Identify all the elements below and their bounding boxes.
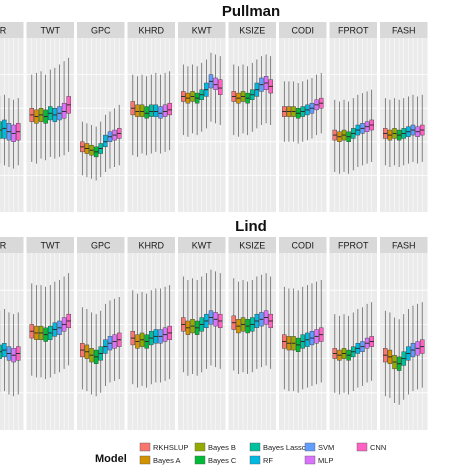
legend-swatch-rf (249, 455, 261, 465)
facet-strip (26, 22, 74, 38)
facet-strip (380, 22, 428, 38)
facet-label: GPC (91, 26, 111, 36)
facet-label: KWT (192, 26, 212, 36)
box-rf (153, 104, 159, 117)
panel-lind: Lind DR TWT GPC KHRD KWT KSIZE CODI FPROT FASH (0, 218, 428, 430)
facet-label: GPC (91, 241, 111, 251)
legend-label: MLP (318, 456, 333, 465)
box-rf (2, 119, 7, 139)
facet-strip (329, 22, 377, 38)
legend-label: CNN (370, 443, 386, 452)
legend-title: Model (95, 453, 127, 465)
legend-label: Bayes A (153, 456, 181, 465)
legend-label: Bayes B (208, 443, 236, 452)
facet-kwt: KWT (178, 237, 226, 430)
facet-dr: DR (0, 22, 24, 212)
legend-label: Bayes C (208, 456, 237, 465)
legend-swatch-bayes-b (194, 442, 206, 452)
legend-swatch-mlp (304, 455, 316, 465)
facet-label: KHRD (138, 241, 164, 251)
legend-swatch-cnn (356, 442, 368, 452)
facet-strip (228, 237, 276, 253)
legend-swatch-bayes-a (139, 455, 151, 465)
facet-label: CODI (292, 241, 315, 251)
facet-strip (0, 22, 24, 38)
facet-dr: DR (0, 237, 24, 430)
facet-fash: FASH (380, 22, 428, 212)
facet-codi: CODI (279, 237, 327, 430)
facet-gpc: GPC (77, 237, 125, 430)
box-cnn (167, 102, 172, 116)
facet-label: DR (0, 241, 7, 251)
facet-strip (77, 237, 125, 253)
facet-strip (77, 22, 125, 38)
panel-pullman: Pullman DR TWT GPC KHRD KWT KSIZE CODI FPROT FASH (0, 3, 428, 212)
box-bayes-c (144, 106, 149, 119)
facet-label: FPROT (338, 26, 369, 36)
box-bayes-a (135, 104, 140, 117)
facet-strip (0, 237, 24, 253)
facet-fprot: FPROT (329, 237, 377, 430)
facet-label: KHRD (138, 26, 164, 36)
legend-label: RKHSLUP (153, 443, 188, 452)
panel-title: Pullman (222, 3, 280, 20)
facet-label: KSIZE (239, 26, 265, 36)
box-bayes-lasso (149, 104, 154, 117)
box-mlp (213, 77, 218, 90)
facet-gpc: GPC (77, 22, 125, 212)
facet-label: CODI (292, 26, 315, 36)
facet-ksize: KSIZE (228, 237, 276, 430)
legend-swatch-rkhslup (139, 442, 151, 452)
facet-strip (228, 22, 276, 38)
legend: Model RKHSLUP Bayes B Bayes Lasso SVM CNN Baye… (95, 442, 386, 465)
facet-strip (380, 237, 428, 253)
facet-strip (26, 237, 74, 253)
facet-strip (279, 22, 327, 38)
facet-strip (127, 22, 175, 38)
facet-twt: TWT (26, 22, 74, 212)
facet-label: KWT (192, 241, 212, 251)
facet-strip (279, 237, 327, 253)
facet-ksize: KSIZE (228, 22, 276, 212)
facet-codi: CODI (279, 22, 327, 212)
facet-label: TWT (41, 26, 61, 36)
box-cnn (217, 79, 223, 95)
legend-swatch-bayes-lasso (249, 442, 261, 452)
box-svm (158, 106, 163, 119)
box-bayes-b (139, 104, 145, 117)
facet-plot-area (0, 253, 24, 430)
facet-fprot: FPROT (329, 22, 377, 212)
facet-fash: FASH (380, 237, 428, 430)
box-mlp (162, 104, 168, 117)
facet-khrd: KHRD (127, 237, 175, 430)
facet-label: TWT (41, 241, 61, 251)
box-rf (103, 134, 108, 148)
legend-swatch-bayes-c (194, 455, 206, 465)
legend-swatch-svm (304, 442, 316, 452)
facet-label: FPROT (338, 241, 369, 251)
panel-title: Lind (235, 218, 267, 235)
facet-label: KSIZE (239, 241, 265, 251)
facet-kwt: KWT (178, 22, 226, 212)
facet-khrd: KHRD (127, 22, 175, 212)
facet-strip (178, 22, 226, 38)
facet-twt: TWT (26, 237, 74, 430)
legend-label: RF (263, 456, 273, 465)
legend-label: Bayes Lasso (263, 443, 306, 452)
facet-label: DR (0, 26, 7, 36)
facet-strip (127, 237, 175, 253)
box-mlp (61, 102, 67, 119)
facet-label: FASH (392, 241, 416, 251)
facet-strip (178, 237, 226, 253)
facet-strip (329, 237, 377, 253)
facet-label: FASH (392, 26, 416, 36)
legend-label: SVM (318, 443, 334, 452)
